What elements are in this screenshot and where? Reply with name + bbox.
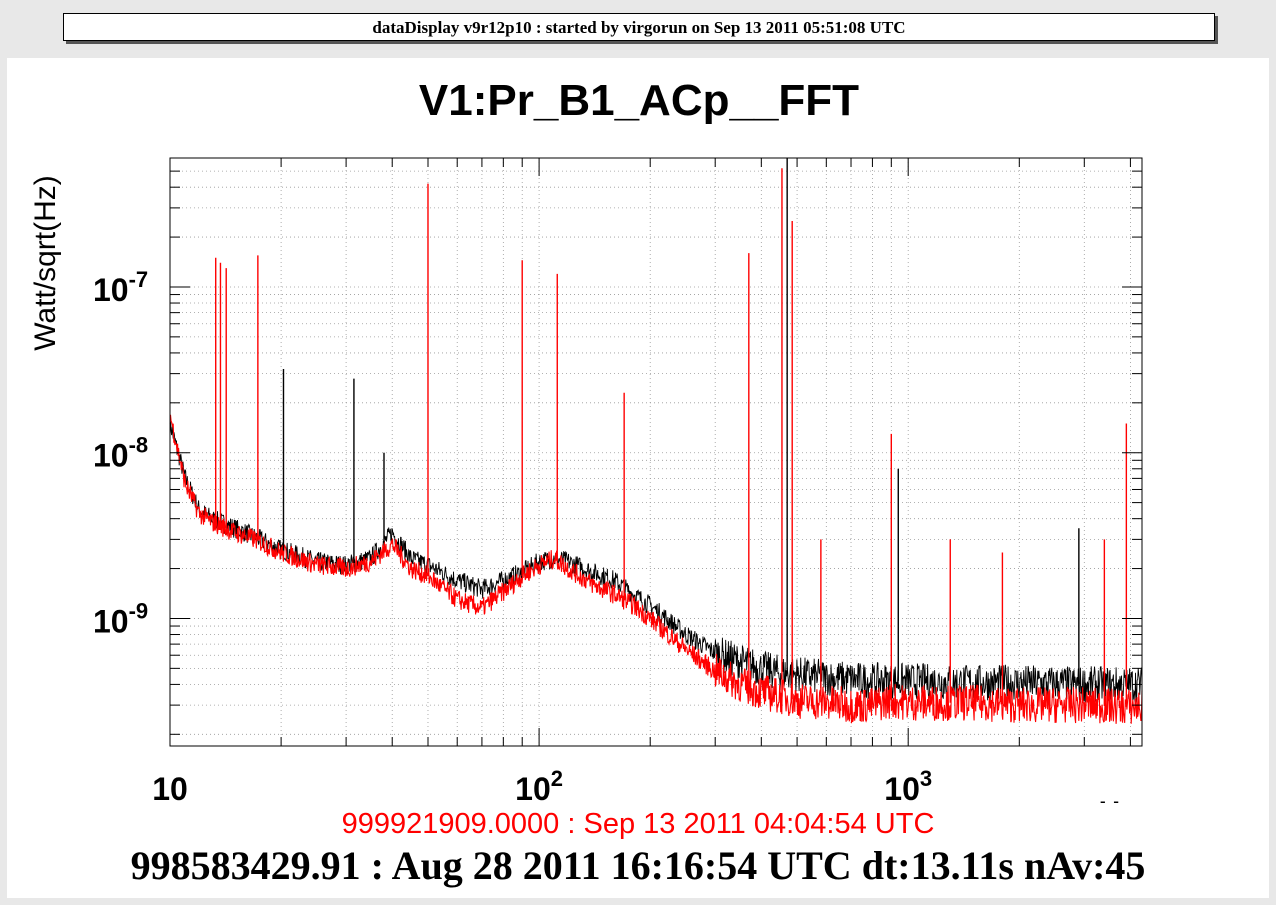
reference-timestamp: 998583429.91 : Aug 28 2011 16:16:54 UTC …	[130, 843, 1146, 888]
spectrum-chart: 10 102 103 10-9 10-8 10-7 V1:Pr_B1_ACp__FFT W…	[29, 76, 1197, 829]
x-tick-label: 10	[152, 771, 188, 807]
y-axis-label: Watt/sqrt(Hz)	[29, 175, 62, 351]
current-spectrum-trace	[169, 414, 1143, 724]
plot-area	[170, 158, 1142, 746]
axis-ticks: 10 102 103 10-9 10-8 10-7	[93, 157, 1142, 807]
x-tick-label: 102	[515, 766, 563, 807]
x-tick-label: 103	[884, 766, 932, 807]
reference-spectrum-trace	[169, 417, 1143, 703]
x-axis-label-mask	[1077, 803, 1197, 823]
plot-canvas: 10 102 103 10-9 10-8 10-7 V1:Pr_B1_ACp__FFT W…	[7, 58, 1269, 898]
window-banner: dataDisplay v9r12p10 : started by virgor…	[63, 13, 1215, 41]
plot-frame	[169, 157, 1143, 747]
peak-lines	[215, 158, 1128, 707]
y-tick-label: 10-7	[93, 267, 148, 308]
y-tick-label: 10-8	[93, 433, 148, 474]
traces	[169, 414, 1143, 724]
y-tick-label: 10-9	[93, 598, 148, 639]
current-timestamp: 999921909.0000 : Sep 13 2011 04:04:54 UT…	[341, 808, 935, 840]
chart-title: V1:Pr_B1_ACp__FFT	[419, 76, 859, 125]
